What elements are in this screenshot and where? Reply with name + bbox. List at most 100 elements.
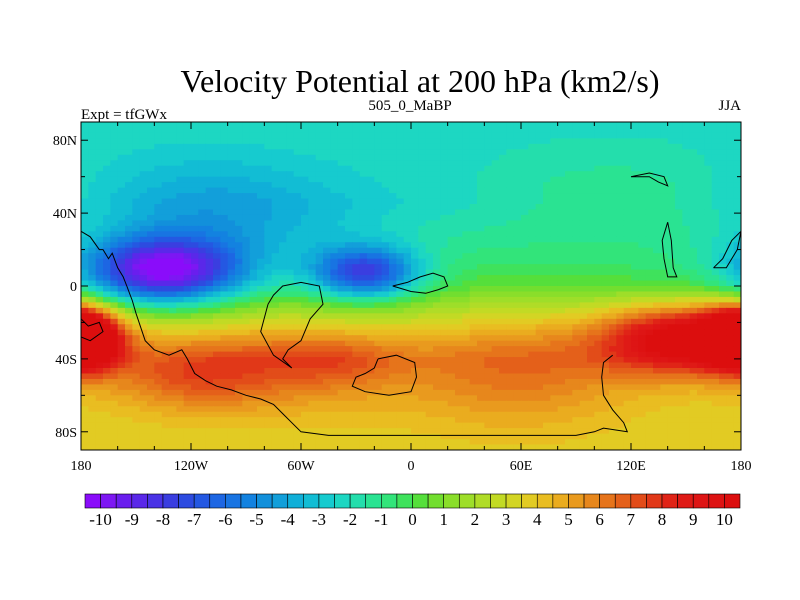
heatmap-cell [183, 362, 192, 369]
heatmap-cell [323, 346, 331, 353]
heatmap-cell [88, 160, 97, 167]
heatmap-cell [161, 160, 170, 167]
heatmap-cell [697, 329, 705, 336]
heatmap-cell [719, 269, 727, 276]
heatmap-cell [631, 378, 639, 385]
heatmap-cell [279, 198, 287, 205]
heatmap-cell [396, 351, 405, 358]
heatmap-cell [521, 176, 529, 183]
heatmap-cell [477, 389, 485, 396]
heatmap-cell [242, 324, 251, 331]
heatmap-cell [623, 253, 632, 260]
heatmap-cell [293, 209, 302, 216]
heatmap-cell [161, 225, 170, 232]
heatmap-cell [198, 357, 207, 364]
heatmap-cell [169, 406, 177, 413]
heatmap-cell [286, 378, 295, 385]
heatmap-cell [213, 351, 221, 358]
heatmap-cell [440, 264, 449, 271]
heatmap-cell [726, 395, 735, 402]
heatmap-cell [631, 149, 639, 156]
heatmap-cell [484, 275, 493, 282]
heatmap-cell [491, 346, 500, 353]
heatmap-cell [132, 362, 141, 369]
heatmap-cell [491, 302, 500, 309]
heatmap-cell [491, 269, 500, 276]
heatmap-cell [704, 225, 713, 232]
heatmap-cell [242, 384, 251, 391]
heatmap-cell [499, 269, 507, 276]
heatmap-cell [169, 422, 177, 429]
heatmap-cell [257, 165, 265, 172]
heatmap-cell [411, 193, 419, 200]
heatmap-cell [257, 122, 265, 129]
heatmap-cell [154, 264, 163, 271]
heatmap-cell [117, 324, 126, 331]
heatmap-cell [235, 346, 243, 353]
heatmap-cell [704, 214, 713, 221]
heatmap-cell [623, 368, 632, 375]
heatmap-cell [279, 138, 287, 145]
heatmap-cell [491, 143, 500, 150]
heatmap-cell [308, 318, 317, 325]
heatmap-cell [359, 247, 368, 254]
heatmap-cell [675, 302, 683, 309]
heatmap-cell [506, 160, 515, 167]
heatmap-cell [110, 204, 119, 211]
heatmap-cell [330, 204, 339, 211]
heatmap-cell [220, 395, 229, 402]
heatmap-cell [132, 165, 141, 172]
heatmap-cell [81, 318, 89, 325]
heatmap-cell [418, 406, 427, 413]
heatmap-cell [279, 302, 287, 309]
heatmap-cell [587, 417, 595, 424]
heatmap-cell [601, 406, 610, 413]
heatmap-cell [352, 296, 361, 303]
heatmap-cell [653, 149, 661, 156]
heatmap-cell [499, 127, 507, 134]
heatmap-cell [719, 286, 727, 293]
heatmap-cell [557, 313, 566, 320]
heatmap-cell [675, 307, 683, 314]
heatmap-cell [609, 225, 617, 232]
heatmap-cell [499, 138, 507, 145]
heatmap-cell [719, 351, 727, 358]
heatmap-cell [95, 346, 104, 353]
heatmap-cell [103, 406, 111, 413]
heatmap-cell [440, 406, 449, 413]
heatmap-cell [220, 351, 229, 358]
heatmap-cell [572, 378, 581, 385]
heatmap-cell [682, 171, 691, 178]
heatmap-cell [660, 198, 669, 205]
heatmap-cell [572, 357, 581, 364]
heatmap-cell [352, 160, 361, 167]
heatmap-cell [689, 280, 698, 287]
heatmap-cell [286, 193, 295, 200]
heatmap-cell [132, 198, 141, 205]
heatmap-cell [711, 400, 720, 407]
heatmap-cell [227, 247, 236, 254]
heatmap-cell [557, 368, 566, 375]
heatmap-cell [367, 198, 375, 205]
heatmap-cell [154, 291, 163, 298]
heatmap-cell [513, 378, 522, 385]
heatmap-cell [367, 165, 375, 172]
heatmap-cell [345, 296, 353, 303]
heatmap-cell [425, 362, 434, 369]
heatmap-cell [308, 291, 317, 298]
heatmap-cell [469, 122, 478, 129]
heatmap-cell [462, 417, 471, 424]
heatmap-cell [337, 291, 346, 298]
heatmap-cell [264, 122, 273, 129]
heatmap-cell [396, 291, 405, 298]
heatmap-cell [191, 193, 199, 200]
heatmap-cell [469, 171, 478, 178]
heatmap-cell [543, 225, 551, 232]
heatmap-cell [667, 313, 676, 320]
heatmap-cell [689, 193, 698, 200]
heatmap-cell [675, 318, 683, 325]
heatmap-cell [169, 258, 177, 265]
heatmap-cell [271, 193, 280, 200]
heatmap-cell [132, 242, 141, 249]
heatmap-cell [293, 242, 302, 249]
